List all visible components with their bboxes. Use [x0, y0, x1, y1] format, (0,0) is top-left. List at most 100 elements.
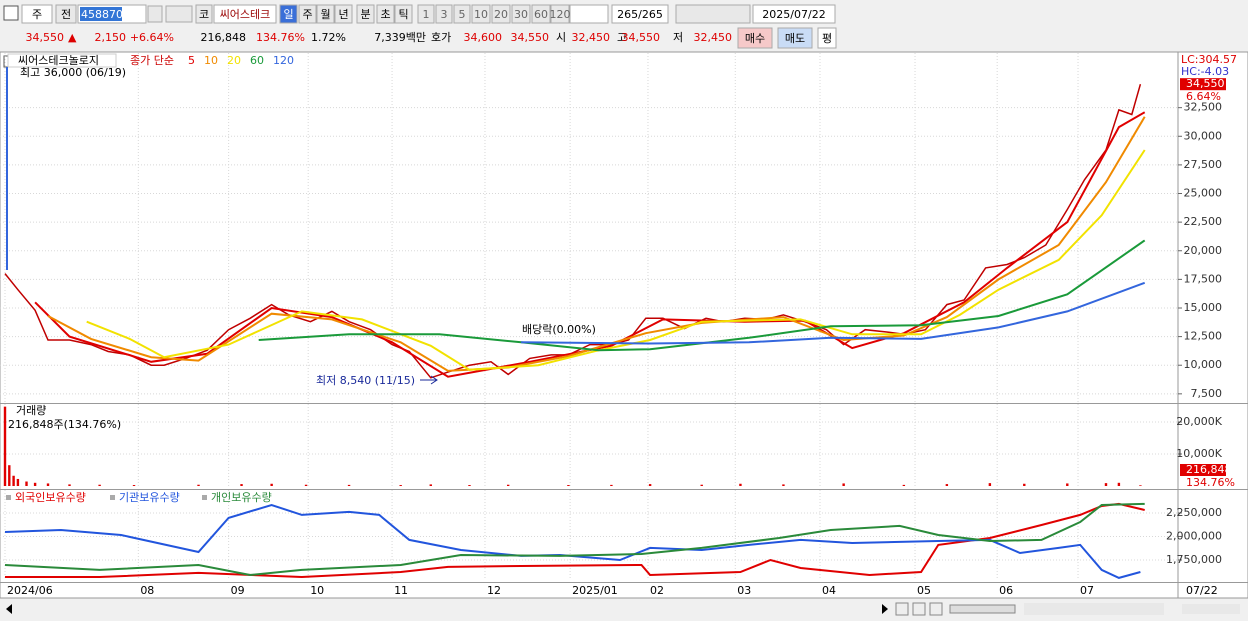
annotation-low: 최저 8,540 (11/15) [316, 374, 415, 387]
interval-button-box[interactable] [491, 4, 511, 24]
period-tab[interactable]: 년 [338, 8, 348, 21]
x-tick-label: 05 [917, 584, 931, 597]
volume-bar [8, 465, 11, 486]
volume-bar [33, 482, 37, 486]
annotation-high: 최고 36,000 (06/19) [20, 66, 126, 79]
interval-button-box[interactable] [435, 4, 453, 24]
quote-open: 32,450 [572, 31, 611, 44]
volume-bar [988, 483, 992, 486]
buy-button[interactable]: 매수 [745, 32, 765, 45]
interval-button[interactable]: 5 [459, 8, 466, 21]
avg-button-box[interactable] [817, 27, 837, 49]
interval-button-box[interactable] [511, 4, 531, 24]
period-tab[interactable]: 분 [360, 8, 370, 21]
period-tab[interactable]: 초 [380, 8, 390, 21]
prev-button-box[interactable] [55, 4, 77, 24]
low-arrow [420, 375, 438, 385]
y-tick-label: 10,000K [1176, 447, 1222, 460]
quote-turnover: 1.72% [311, 31, 346, 44]
volume-last-label: 216,848 [1186, 463, 1232, 476]
scroll-right[interactable] [882, 604, 888, 614]
interval-button-box[interactable] [417, 4, 435, 24]
y-tick-label: 12,500 [1184, 330, 1223, 343]
period-select[interactable]: 주 [32, 8, 42, 21]
sell-button-box[interactable] [777, 27, 813, 49]
stock-name-box[interactable] [213, 4, 277, 24]
date-field-box[interactable] [752, 4, 836, 24]
count-field-box[interactable] [611, 4, 669, 24]
sound-button[interactable] [165, 5, 193, 23]
period-tab[interactable]: 주 [302, 8, 312, 21]
period-tab-box[interactable] [376, 4, 395, 24]
legend-entry: 개인보유수량 [211, 491, 272, 504]
interval-button-box[interactable] [453, 4, 471, 24]
forward-button[interactable] [929, 602, 943, 616]
volume-bar [700, 484, 703, 486]
dropdown[interactable] [569, 4, 609, 24]
avg-button[interactable]: 평 [822, 32, 832, 45]
interval-button[interactable]: 10 [474, 8, 488, 21]
period-tab-box[interactable] [334, 4, 353, 24]
volume-bar [945, 484, 949, 486]
interval-button[interactable]: 20 [494, 8, 508, 21]
volume-bar [902, 484, 906, 486]
legend-entry: 60 [250, 54, 264, 67]
stop-button[interactable] [912, 602, 926, 616]
period-tab-box[interactable] [279, 4, 298, 24]
date-field[interactable]: 2025/07/22 [762, 8, 825, 21]
count-field[interactable]: 265/265 [617, 8, 663, 21]
stock-name[interactable]: 씨어스테크 [220, 8, 271, 21]
interval-button-box[interactable] [550, 4, 570, 24]
legend-entry: 기관보유수량 [119, 491, 180, 504]
series-line [47, 116, 1146, 372]
zoom-icons[interactable] [1182, 604, 1240, 614]
x-tick-label: 08 [140, 584, 154, 597]
zoom-slider[interactable] [949, 604, 1016, 614]
rewind-button[interactable] [895, 602, 909, 616]
quote-amount: 7,339백만 [374, 31, 426, 44]
buy-button-box[interactable] [737, 27, 773, 49]
y-tick-label: 27,500 [1184, 158, 1223, 171]
quote-open-label: 시 [556, 31, 566, 44]
period-tab-box[interactable] [356, 4, 375, 24]
period-tab[interactable]: 월 [320, 8, 330, 21]
period-tab-box[interactable] [316, 4, 335, 24]
interval-button[interactable]: 3 [441, 8, 448, 21]
interval-button[interactable]: 30 [514, 8, 528, 21]
sell-button[interactable]: 매도 [785, 32, 805, 45]
period-tab-box[interactable] [394, 4, 413, 24]
quote-volume-ratio: 134.76% [256, 31, 305, 44]
period-tab-box[interactable] [298, 4, 317, 24]
period-tab[interactable]: 틱 [398, 8, 408, 21]
quote-low-label: 저 [673, 31, 683, 44]
interval-button-box[interactable] [471, 4, 491, 24]
volume-bar [567, 485, 570, 486]
market-button-box[interactable] [195, 4, 213, 24]
y-tick-label: 17,500 [1184, 272, 1223, 285]
x-tick-label: 2024/06 [7, 584, 53, 597]
volume-bar [1023, 483, 1026, 486]
tool-buttons[interactable] [675, 4, 751, 24]
volume-bar [132, 485, 136, 486]
volume-bar [399, 485, 402, 486]
market-button[interactable]: 코 [199, 8, 209, 21]
prev-button[interactable]: 전 [61, 8, 71, 21]
tool-icons[interactable] [1024, 603, 1164, 615]
series-line [5, 502, 1145, 579]
volume-bar [429, 484, 432, 486]
scroll-left[interactable] [6, 604, 12, 614]
menu-icon[interactable] [3, 5, 19, 21]
period-tab[interactable]: 일 [283, 7, 293, 21]
y-tick-label: 1,750,000 [1166, 553, 1222, 566]
interval-button[interactable]: 1 [423, 8, 430, 21]
last-pct-label: 6.64% [1186, 90, 1221, 103]
quote-ask: 34,600 [464, 31, 503, 44]
period-select-box[interactable] [21, 4, 53, 24]
interval-button-box[interactable] [531, 4, 551, 24]
quote-arrow: ▲ [68, 31, 77, 44]
interval-button[interactable]: 60 [534, 8, 548, 21]
code-input[interactable]: 458870 [81, 8, 123, 21]
search-button[interactable] [147, 5, 163, 23]
interval-button[interactable]: 120 [550, 8, 571, 21]
